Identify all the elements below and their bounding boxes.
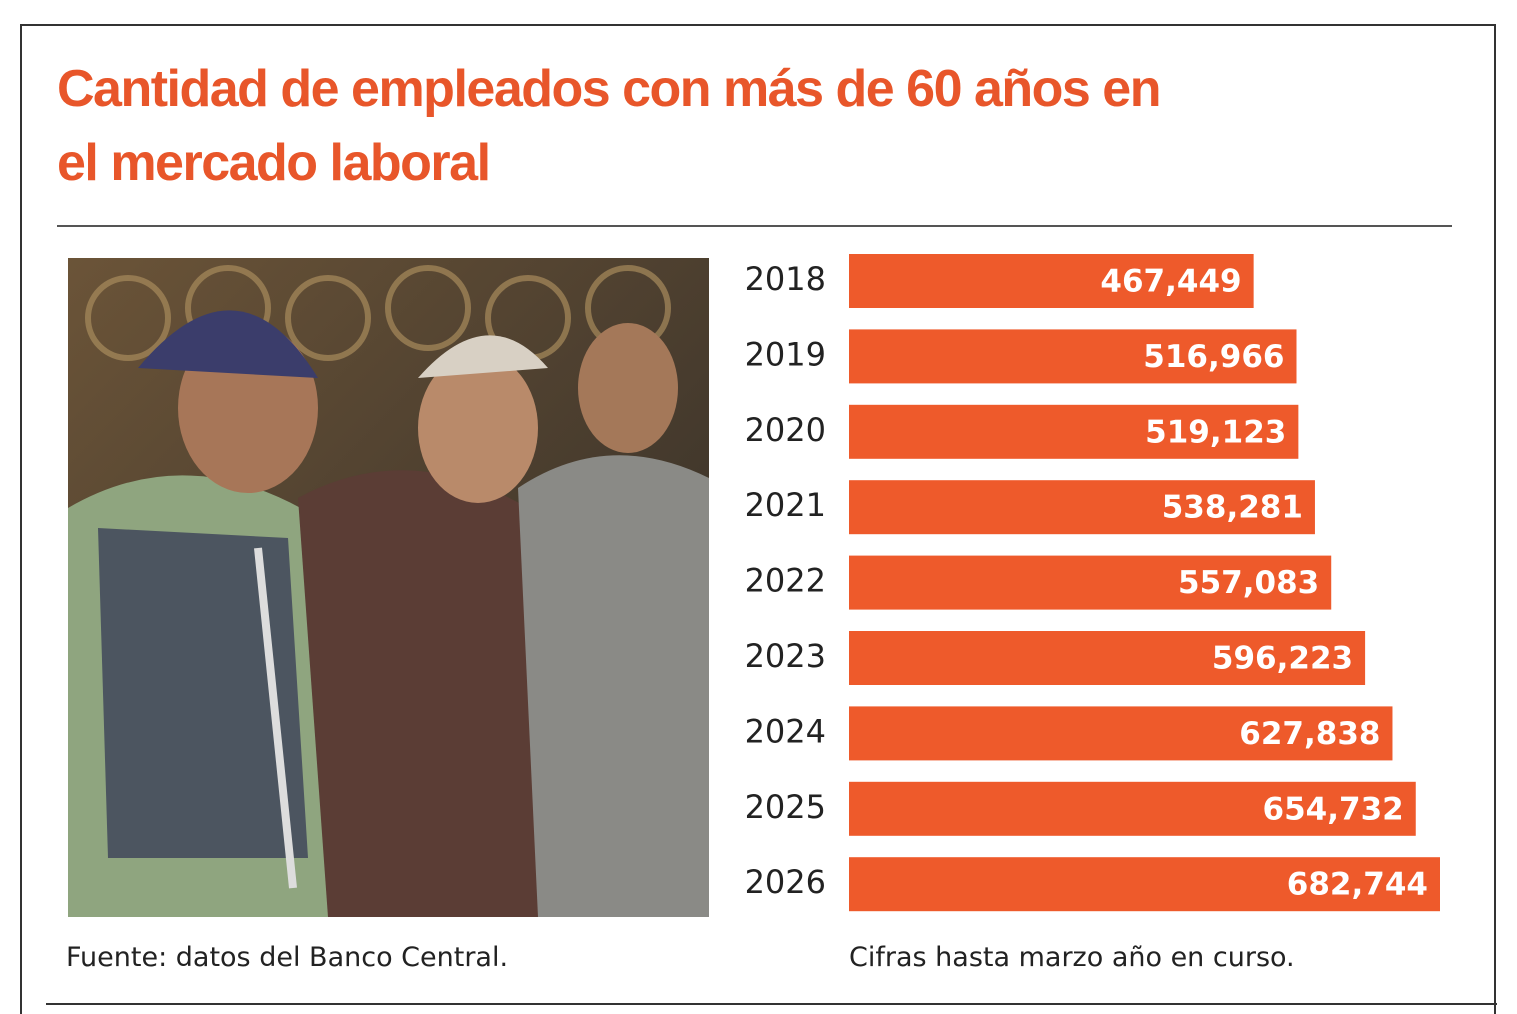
chart-title: Cantidad de empleados con más de 60 años…	[57, 60, 1161, 192]
y-tick-label: 2018	[745, 260, 826, 298]
y-tick-label: 2020	[745, 411, 826, 449]
data-label: 557,083	[1178, 565, 1319, 601]
bar	[849, 480, 1315, 535]
bar	[849, 329, 1297, 384]
y-tick-label: 2021	[745, 486, 826, 524]
bar	[849, 857, 1440, 912]
bar	[849, 404, 1299, 459]
footnote: Cifras hasta marzo año en curso.	[849, 942, 1295, 973]
data-label: 516,966	[1143, 339, 1284, 375]
data-label: 467,449	[1100, 264, 1241, 300]
data-label: 538,281	[1162, 490, 1303, 526]
frame	[20, 24, 1496, 1014]
data-label: 519,123	[1145, 414, 1286, 450]
bar	[849, 555, 1332, 610]
data-label: 654,732	[1263, 791, 1404, 827]
data-label: 682,744	[1287, 867, 1428, 903]
bar	[849, 706, 1393, 761]
y-tick-label: 2025	[745, 788, 826, 826]
y-tick-label: 2023	[745, 637, 826, 675]
y-tick-label: 2022	[745, 562, 826, 600]
y-tick-label: 2019	[745, 335, 826, 373]
source-note: Fuente: datos del Banco Central.	[66, 942, 509, 973]
bar	[849, 631, 1366, 685]
data-label: 627,838	[1239, 716, 1380, 752]
divider	[57, 225, 1452, 227]
data-label: 596,223	[1212, 641, 1353, 677]
divider	[46, 1003, 1497, 1005]
bar	[849, 254, 1254, 308]
y-tick-label: 2024	[745, 712, 826, 750]
bar	[849, 781, 1416, 836]
y-tick-label: 2026	[745, 863, 826, 901]
chart: 2018 467,449 2019 516,966 2020 519,123 2021 538…	[745, 254, 1440, 912]
photo	[68, 258, 709, 917]
